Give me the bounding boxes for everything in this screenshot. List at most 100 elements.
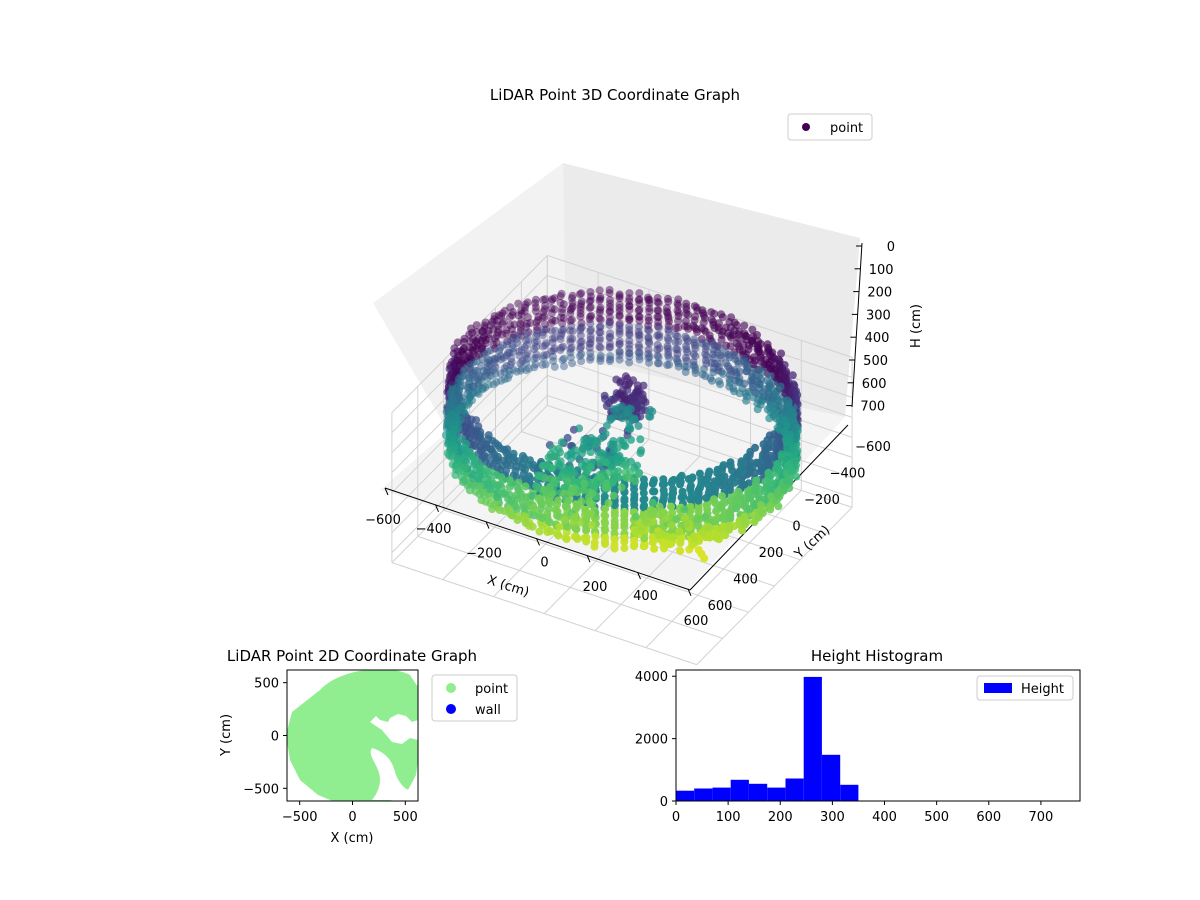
point-3d [507, 478, 516, 487]
point-3d [566, 348, 575, 357]
point-3d [734, 378, 743, 387]
point-3d [610, 511, 619, 520]
point-3d [755, 347, 764, 356]
point-3d [601, 450, 610, 459]
legend-hist: Height [976, 675, 1074, 701]
legend-point-label: point [830, 121, 863, 136]
point-3d [498, 319, 507, 328]
legend-height-label: Height [1021, 682, 1064, 697]
point-3d [654, 306, 663, 315]
x-tick-label-3d: 400 [633, 589, 658, 604]
point-3d [529, 503, 538, 512]
point-3d [568, 327, 577, 336]
point-3d [726, 342, 735, 351]
point-3d [585, 343, 594, 352]
point-3d [492, 338, 501, 347]
point-3d [566, 305, 575, 314]
point-3d [535, 527, 544, 536]
z-tick-label-3d: 0 [887, 240, 895, 255]
point-3d [775, 357, 784, 366]
point-3d [711, 524, 720, 533]
point-3d [635, 348, 644, 357]
point-3d [684, 324, 693, 333]
point-3d [630, 496, 639, 505]
point-3d [701, 372, 710, 380]
x-tick-label-2d: 0 [348, 810, 356, 825]
point-3d [545, 518, 554, 527]
point-3d [631, 512, 640, 521]
point-3d [586, 339, 595, 347]
point-3d [664, 297, 673, 306]
point-3d [522, 358, 531, 367]
point-3d [751, 486, 760, 495]
point-3d [478, 327, 487, 336]
point-3d [515, 347, 524, 356]
point-3d [734, 359, 743, 368]
point-3d [490, 354, 499, 363]
point-3d [504, 374, 512, 383]
point-3d [577, 357, 586, 366]
point-3d [521, 303, 529, 312]
point-3d [563, 522, 572, 531]
point-3d [740, 321, 749, 330]
point-3d [499, 475, 508, 484]
point-3d [676, 546, 685, 555]
point-3d [615, 294, 624, 303]
point-3d [514, 311, 523, 320]
x-tick-label-3d: 600 [684, 614, 709, 629]
point-3d [538, 328, 547, 337]
point-3d [702, 501, 711, 510]
point-3d [682, 356, 691, 365]
point-3d [540, 320, 549, 329]
point-3d [557, 343, 566, 352]
point-3d [572, 452, 581, 460]
point-3d [576, 344, 585, 353]
point-3d [727, 367, 735, 376]
point-3d [530, 345, 538, 353]
point-3d [655, 333, 664, 342]
point-3d [523, 341, 531, 349]
point-3d [558, 326, 567, 335]
point-3d [639, 483, 648, 492]
point-3d [616, 378, 625, 387]
point-3d [506, 461, 515, 470]
point-3d [610, 501, 619, 510]
point-3d [633, 461, 642, 470]
point-3d [509, 330, 518, 339]
point-3d [513, 339, 522, 347]
point-3d [477, 344, 486, 353]
point-3d [500, 306, 509, 315]
point-3d [634, 341, 643, 350]
x-tick-label-hist: 0 [672, 810, 680, 825]
point-3d [532, 342, 541, 351]
point-3d [516, 366, 525, 375]
point-3d [531, 299, 540, 308]
point-3d [523, 349, 532, 358]
point-3d [508, 344, 517, 353]
point-3d [542, 350, 551, 359]
point-3d [725, 378, 734, 387]
point-3d [507, 354, 516, 363]
point-3d [560, 489, 569, 498]
point-3d [659, 486, 668, 495]
point-3d [475, 490, 484, 499]
point-3d [522, 322, 531, 331]
point-3d [773, 490, 782, 499]
point-3d [546, 527, 555, 536]
point-3d [721, 531, 730, 540]
point-3d [783, 461, 792, 470]
point-3d [658, 480, 667, 489]
point-3d [783, 476, 792, 485]
point-3d [615, 324, 624, 333]
point-3d [617, 402, 626, 411]
point-3d [595, 334, 604, 343]
point-3d [766, 371, 775, 380]
point-3d [625, 322, 634, 331]
point-3d [538, 313, 547, 322]
ticks-hist: 0 100 200 300 400 500 600 700 0 2000 4000 [635, 670, 1053, 825]
point-3d [762, 482, 771, 491]
point-3d [533, 329, 541, 338]
point-3d [546, 499, 554, 508]
point-3d [586, 500, 595, 509]
point-3d [490, 334, 499, 343]
